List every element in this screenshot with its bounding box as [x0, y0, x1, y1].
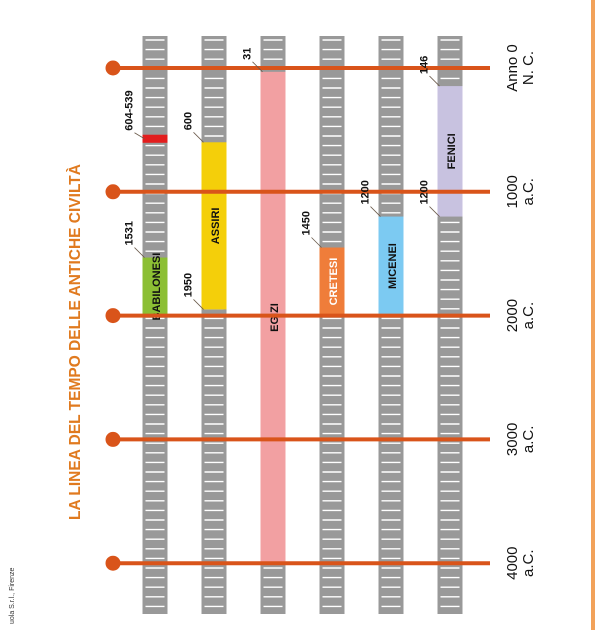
- page-edge-stripe: [591, 0, 595, 630]
- leader-line: [193, 299, 204, 310]
- axis-era-label: a.C.: [520, 426, 537, 454]
- extra-period-bar: [142, 134, 168, 143]
- year-label: 1531: [124, 221, 136, 245]
- axis-dot: [105, 431, 121, 447]
- civilization-name: ASSIRI: [210, 208, 222, 245]
- diagram-title: LA LINEA DEL TEMPO DELLE ANTICHE CIVILTÀ: [67, 164, 84, 520]
- year-label: 1950: [183, 273, 195, 297]
- copyright-credit: uola S.r.l., Firenze: [9, 567, 16, 624]
- timeline-track: [378, 36, 404, 614]
- leader-line: [429, 206, 440, 217]
- timeline-track: [142, 36, 168, 614]
- civilization-name: MICENEI: [387, 243, 399, 289]
- civilization-bar: [142, 257, 168, 316]
- axis-dot: [105, 308, 121, 324]
- year-label: 146: [419, 56, 431, 74]
- leader-line: [134, 247, 145, 258]
- leader-line: [311, 237, 322, 248]
- axis-year-label: 4000: [504, 547, 521, 580]
- leader-line: [252, 61, 263, 73]
- leader-line: [429, 75, 440, 87]
- timeline-track: [319, 36, 345, 614]
- civilization-name: BABILONESI: [151, 253, 163, 321]
- civilization-bar: [319, 247, 345, 316]
- year-label: 600: [183, 112, 195, 130]
- axis-year-label: 1000: [504, 175, 521, 208]
- civilization-bar: [201, 142, 227, 310]
- civilization-name: FENICI: [446, 133, 458, 169]
- civilization-bar: [437, 86, 463, 217]
- axis-dot: [105, 60, 121, 76]
- civilization-bar: [378, 216, 404, 316]
- axis-year-label: 2000: [504, 299, 521, 332]
- year-axis-lines: [105, 60, 490, 571]
- axis-era-label: a.C.: [520, 549, 537, 577]
- year-label: 1200: [419, 180, 431, 204]
- leader-line: [134, 132, 145, 140]
- axis-year-label: Anno 0: [504, 44, 521, 92]
- axis-era-label: a.C.: [520, 178, 537, 206]
- leader-line: [193, 131, 204, 143]
- timeline-track: [201, 36, 227, 614]
- year-label: 1200: [360, 180, 372, 204]
- year-label: 1450: [301, 211, 313, 235]
- leader-line: [370, 206, 381, 217]
- axis-era-label: N. C.: [520, 51, 537, 85]
- axis-dot: [105, 555, 121, 571]
- year-label: 31: [242, 48, 254, 60]
- year-label: 604-539: [124, 90, 136, 130]
- axis-year-label: 3000: [504, 423, 521, 456]
- axis-labels: Anno 0 N. C.1000 a.C.2000 a.C.3000 a.C.4000 a…: [504, 44, 537, 580]
- axis-dot: [105, 184, 121, 200]
- year-labels: 1531 604-539 1950 600 31 1450 1200 1200 146: [124, 48, 440, 310]
- civilization-name: CRETESI: [328, 258, 340, 306]
- axis-era-label: a.C.: [520, 302, 537, 330]
